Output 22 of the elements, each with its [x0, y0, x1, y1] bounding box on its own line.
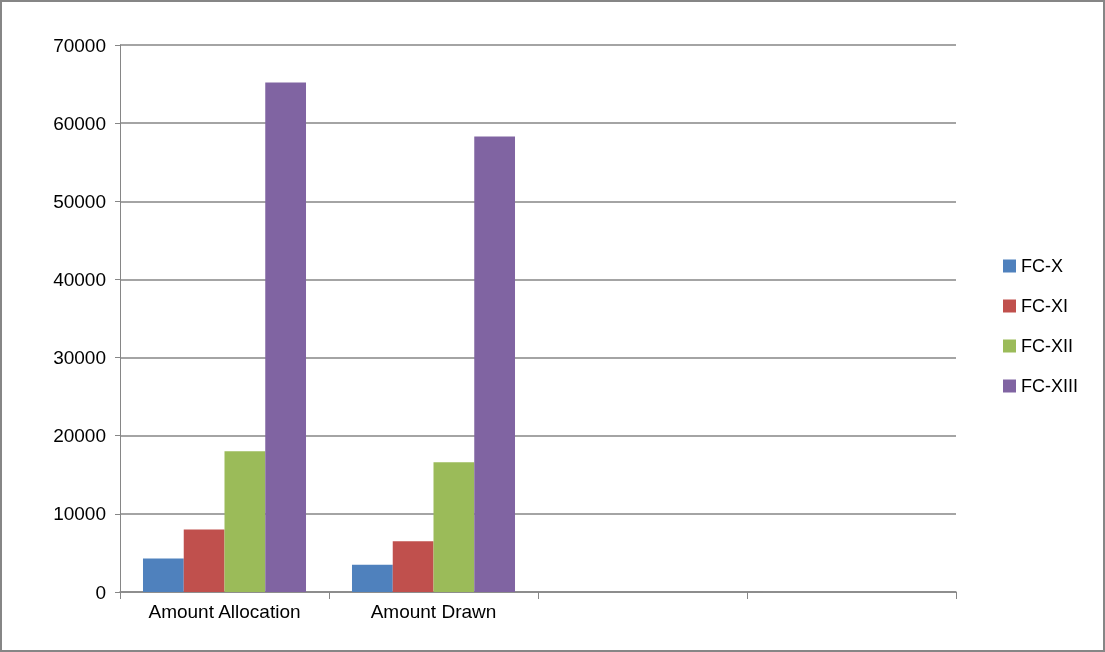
bar	[265, 82, 307, 592]
legend-label: FC-XIII	[1021, 376, 1078, 396]
bar	[183, 529, 225, 592]
y-tick-label: 60000	[53, 112, 106, 134]
y-tick-label: 0	[95, 581, 106, 603]
x-tick-label: Amount Drawn	[370, 601, 497, 622]
y-tick-label: 50000	[53, 190, 106, 212]
y-tick-label: 30000	[53, 347, 106, 369]
y-tick-label: 70000	[53, 34, 106, 56]
bar	[392, 541, 434, 592]
y-tick-label: 10000	[53, 503, 106, 525]
bar	[224, 451, 266, 592]
legend-label: FC-X	[1021, 256, 1063, 276]
legend-label: FC-XII	[1021, 336, 1073, 356]
x-tick-label: Amount Allocation	[148, 601, 301, 622]
y-tick-label: 40000	[53, 268, 106, 290]
bar	[474, 136, 516, 592]
bar	[433, 462, 475, 592]
legend-label: FC-XI	[1021, 296, 1068, 316]
bar	[142, 558, 184, 592]
bar	[351, 564, 393, 592]
y-tick-label: 20000	[53, 425, 106, 447]
